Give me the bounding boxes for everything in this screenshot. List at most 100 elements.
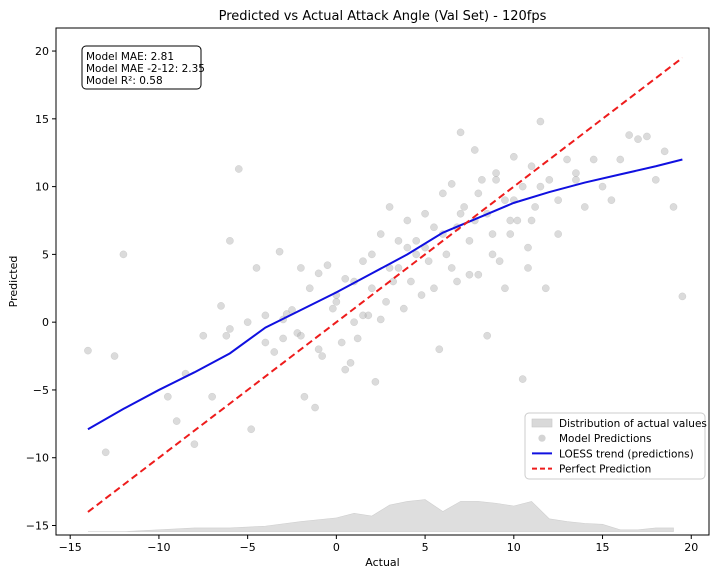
scatter-point — [314, 269, 323, 278]
scatter-point — [492, 169, 500, 177]
scatter-point — [305, 284, 314, 293]
scatter-point — [616, 155, 625, 164]
y-axis: −15 −10 −5 0 5 10 15 20 — [26, 45, 56, 533]
y-tick-label: −15 — [26, 520, 49, 533]
chart-title: Predicted vs Actual Attack Angle (Val Se… — [219, 9, 547, 24]
scatter-point — [376, 230, 385, 238]
scatter-point — [660, 147, 669, 156]
scatter-point — [572, 169, 580, 177]
points-layer — [84, 117, 687, 457]
scatter-point — [536, 182, 545, 191]
scatter-point — [527, 162, 536, 171]
scatter-point — [190, 440, 199, 449]
legend-label: Model Predictions — [559, 433, 652, 445]
scatter-point — [598, 182, 607, 191]
scatter-point — [359, 257, 367, 266]
scatter-point — [412, 250, 421, 259]
scatter-point — [456, 128, 465, 137]
scatter-point — [678, 292, 687, 301]
scatter-point — [435, 345, 444, 354]
scatter-point — [364, 311, 373, 320]
scatter-point — [314, 345, 323, 354]
scatter-point — [474, 270, 483, 279]
scatter-point — [447, 180, 456, 188]
scatter-point — [341, 365, 350, 374]
scatter-point — [460, 203, 468, 211]
x-tick-label: −15 — [59, 541, 82, 554]
scatter-point — [84, 346, 92, 355]
scatter-point — [300, 392, 309, 401]
x-tick-label: −10 — [147, 541, 170, 554]
scatter-point — [376, 315, 385, 324]
plot-frame — [55, 27, 710, 536]
y-tick-label: −10 — [26, 452, 49, 465]
scatter-point — [412, 236, 421, 245]
scatter-point — [424, 257, 433, 266]
scatter-point — [651, 175, 660, 184]
scatter-point — [509, 152, 518, 161]
scatter-point — [359, 311, 367, 320]
scatter-point — [403, 243, 412, 252]
scatter-point — [589, 155, 598, 164]
stats-line: Model MAE: 2.81 — [86, 51, 174, 63]
scatter-point — [634, 135, 642, 144]
scatter-point — [470, 146, 479, 154]
stats-line: Model MAE -2-12: 2.35 — [86, 63, 205, 75]
scatter-point — [323, 261, 332, 270]
scatter-point — [563, 155, 571, 164]
scatter-point — [506, 230, 515, 238]
scatter-point — [350, 318, 358, 327]
scatter-point — [341, 274, 350, 283]
scatter-point — [536, 117, 545, 126]
scatter-point — [541, 284, 550, 293]
scatter-point — [524, 243, 532, 252]
scatter-point — [417, 291, 426, 299]
scatter-point — [199, 331, 208, 340]
scatter-point — [607, 196, 616, 205]
scatter-point — [279, 334, 287, 343]
scatter-point — [407, 277, 415, 286]
scatter-point — [243, 318, 252, 327]
scatter-point — [501, 284, 509, 293]
y-axis-label: Predicted — [7, 256, 20, 308]
scatter-point — [382, 297, 390, 306]
scatter-point — [368, 284, 376, 293]
scatter-point — [456, 209, 465, 218]
scatter-point — [447, 264, 456, 272]
scatter-point — [394, 236, 403, 245]
scatter-point — [371, 377, 380, 386]
scatter-point — [643, 132, 651, 141]
y-tick-label: 5 — [42, 248, 49, 261]
scatter-point — [430, 223, 438, 232]
scatter-point — [261, 338, 270, 347]
legend-label: Perfect Prediction — [559, 464, 651, 476]
scatter-point — [430, 284, 438, 293]
scatter-point — [394, 264, 403, 272]
scatter-point — [252, 264, 261, 272]
scatter-point — [474, 189, 483, 198]
scatter-point — [346, 358, 355, 367]
perfect-prediction-line — [87, 57, 683, 513]
scatter-point — [172, 417, 181, 425]
scatter-point — [488, 230, 497, 238]
scatter-point — [217, 302, 225, 310]
scatter-point — [208, 392, 217, 401]
x-tick-label: 5 — [422, 541, 429, 554]
y-tick-label: 20 — [35, 45, 49, 58]
scatter-point — [531, 203, 539, 211]
scatter-point — [385, 203, 394, 211]
scatter-point — [669, 203, 678, 211]
distribution-area — [87, 499, 674, 532]
scatter-point — [488, 250, 497, 259]
scatter-point — [625, 131, 633, 139]
scatter-point — [368, 250, 376, 259]
distribution-layer — [87, 499, 674, 532]
scatter-point — [337, 338, 346, 347]
legend-label: Distribution of actual values — [559, 418, 707, 430]
scatter-point — [495, 257, 504, 266]
scatter-point — [421, 209, 429, 218]
scatter-point — [110, 352, 119, 360]
scatter-point — [119, 250, 128, 259]
scatter-point — [311, 403, 319, 412]
